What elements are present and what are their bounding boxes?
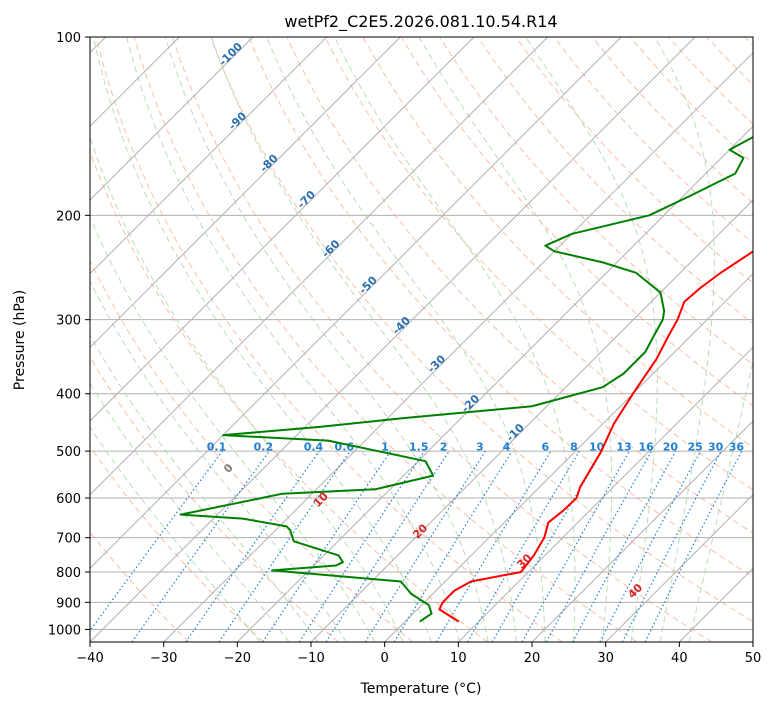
y-tick-label: 200 — [56, 209, 81, 224]
mixing-ratio-label: 8 — [570, 441, 578, 454]
moist-adiabat — [334, 37, 576, 642]
y-tick-label: 600 — [56, 492, 81, 507]
mixing-ratio-label: 13 — [616, 441, 631, 454]
mixing-ratio-label: 3 — [476, 441, 484, 454]
isotherm — [90, 37, 696, 642]
x-tick-label: 50 — [745, 651, 762, 666]
x-tick-label: −20 — [224, 651, 251, 666]
y-tick-label: 100 — [56, 31, 81, 46]
isotherm — [531, 420, 753, 642]
profile-lines — [179, 136, 753, 623]
y-tick-label: 800 — [56, 566, 81, 581]
y-axis-label: Pressure (hPa) — [12, 290, 28, 390]
x-tick-label: −40 — [76, 651, 103, 666]
y-tick-label: 700 — [56, 532, 81, 547]
mixing-ratio-line — [90, 450, 223, 632]
y-tick-label: 1000 — [48, 623, 81, 638]
x-tick-label: −30 — [150, 651, 177, 666]
dry-adiabat — [95, 37, 563, 642]
mixing-ratio-line — [393, 450, 513, 642]
mixing-ratio-line — [325, 450, 450, 642]
mixing-ratio-label: 36 — [729, 441, 745, 454]
x-tick-label: 20 — [524, 651, 541, 666]
mixing-ratio-label: 1 — [381, 441, 389, 454]
isotherm — [90, 37, 549, 496]
moist-adiabat — [90, 382, 290, 642]
dry-adiabat — [210, 37, 753, 623]
dry-adiabat — [90, 445, 264, 642]
moist-adiabat — [418, 37, 613, 642]
dry-adiabat — [286, 37, 753, 534]
mixing-ratio-label: 0.1 — [207, 441, 227, 454]
mixing-ratio-line — [572, 450, 677, 642]
moist-adiabat — [210, 37, 517, 642]
isotherm — [384, 272, 753, 642]
y-tick-label: 300 — [56, 314, 81, 329]
mixing-ratio-line — [185, 450, 320, 642]
mixing-ratio-line — [644, 450, 743, 642]
moist-adiabat — [654, 37, 715, 642]
dry-adiabat — [90, 259, 414, 642]
x-tick-label: 30 — [597, 651, 614, 666]
plot-frame — [89, 36, 754, 643]
isotherm — [90, 37, 254, 201]
moist-adiabat — [90, 426, 261, 642]
dry-adiabat — [90, 356, 339, 642]
y-tick-label: 400 — [56, 388, 81, 403]
moist-adiabat — [90, 334, 319, 642]
mixing-ratio-label: 30 — [708, 441, 724, 454]
mixing-ratio-line — [218, 450, 351, 642]
moist-adiabat — [525, 37, 658, 642]
mixing-ratio-label: 0.2 — [254, 441, 274, 454]
mixing-ratio-label: 25 — [687, 441, 702, 454]
x-axis: −40 −30 −20 −10 0 10 20 30 40 50 — [76, 642, 761, 666]
mixing-ratio-line — [262, 450, 392, 642]
mixing-ratio-label: 0.4 — [304, 441, 324, 454]
x-tick-label: 10 — [450, 651, 467, 666]
mixing-ratio-label: 16 — [638, 441, 654, 454]
isotherm — [163, 51, 753, 642]
dry-adiabat — [515, 37, 753, 284]
dewpoint-profile — [179, 136, 753, 623]
isotherm — [90, 37, 401, 349]
isotherm — [236, 125, 753, 642]
isotherm — [90, 37, 622, 570]
moist-adiabat — [164, 37, 489, 642]
background-lines — [90, 37, 753, 642]
isotherm — [310, 199, 753, 642]
mixing-ratio-label: 2 — [440, 441, 448, 454]
x-tick-label: 40 — [671, 651, 688, 666]
x-axis-label: Temperature (°C) — [360, 681, 482, 697]
mixing-ratio-label: 4 — [503, 441, 511, 454]
dry-adiabat — [248, 37, 753, 578]
y-tick-label: 900 — [56, 596, 81, 611]
y-tick-label: 500 — [56, 445, 81, 460]
moist-adiabat — [266, 37, 546, 642]
mixing-ratio-line — [298, 450, 425, 642]
mixing-ratio-label: 20 — [663, 441, 679, 454]
moist-adiabat — [90, 135, 404, 642]
mixing-ratio-line — [521, 450, 631, 642]
mixing-ratio-line — [545, 450, 653, 642]
isotherm — [457, 346, 753, 642]
mixing-ratio-line — [131, 450, 270, 642]
moist-adiabat — [688, 358, 753, 642]
mixing-ratio-label: 6 — [541, 441, 549, 454]
x-tick-label: 0 — [381, 651, 389, 666]
dry-adiabat — [171, 37, 712, 642]
chart-title: wetPf2_C2E5.2026.081.10.54.R14 — [284, 12, 557, 32]
moist-adiabat — [90, 215, 376, 642]
dry-adiabat — [324, 37, 753, 491]
isotherm — [90, 37, 328, 275]
y-axis: 100 200 300 400 500 600 700 800 900 1000 — [48, 31, 90, 638]
moist-adiabat — [92, 37, 432, 642]
x-tick-label: −10 — [297, 651, 324, 666]
isotherm — [605, 493, 753, 642]
isotherm — [90, 37, 475, 422]
mixing-ratio-label: 1.5 — [409, 441, 429, 454]
temperature-profile — [438, 250, 753, 623]
